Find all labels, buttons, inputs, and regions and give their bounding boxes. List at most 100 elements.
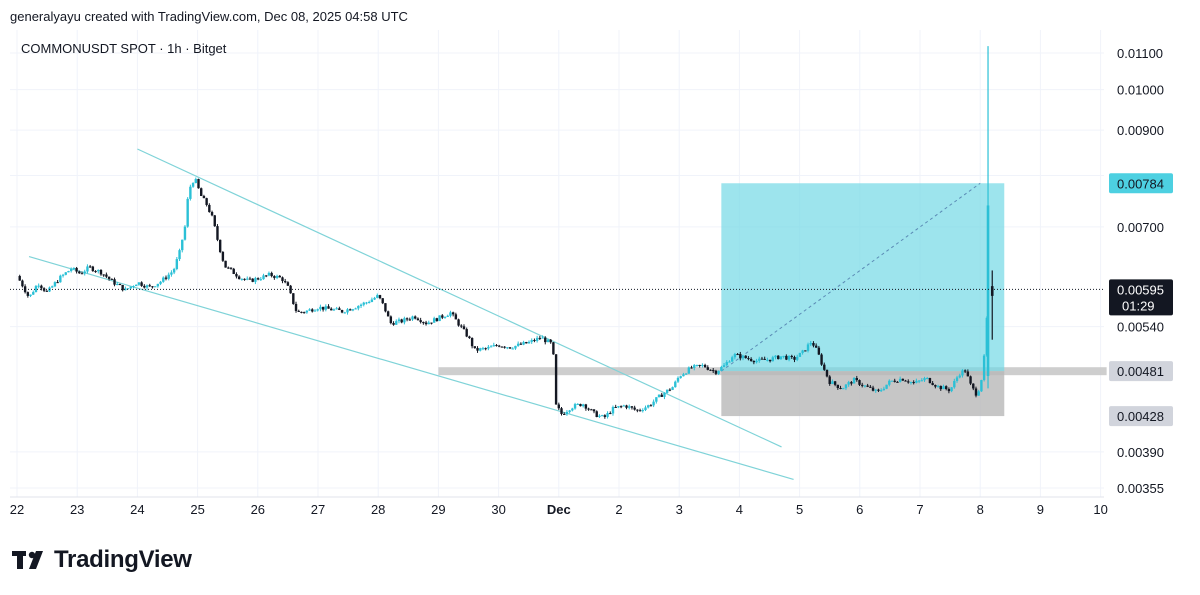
candle-body bbox=[636, 409, 639, 411]
candle bbox=[37, 283, 40, 289]
trendline[interactable] bbox=[28, 255, 794, 481]
candle bbox=[817, 345, 821, 356]
candle bbox=[839, 385, 842, 390]
candle bbox=[625, 404, 628, 410]
candle bbox=[251, 278, 254, 283]
candle-body bbox=[852, 378, 856, 384]
time-axis[interactable]: 22 23 24 25 26 27 28 29 30 Dec 2 3 4 5 6 7 8 9 10 bbox=[10, 502, 1108, 517]
candle bbox=[200, 187, 203, 197]
candle bbox=[446, 314, 449, 317]
candle-body bbox=[749, 358, 753, 361]
price-tick-label: 0.00355 bbox=[1117, 481, 1164, 496]
candle bbox=[476, 346, 479, 353]
candle bbox=[733, 352, 737, 360]
candle-body bbox=[53, 282, 57, 287]
candle-body bbox=[116, 284, 119, 286]
candle-body bbox=[191, 183, 195, 187]
stop-price-label-bg bbox=[1109, 406, 1173, 427]
candle bbox=[403, 316, 406, 325]
candle bbox=[400, 318, 403, 324]
candle-body bbox=[88, 266, 92, 268]
candle-body bbox=[178, 250, 181, 260]
candle bbox=[191, 182, 195, 188]
candle-body bbox=[660, 394, 663, 397]
candle-body bbox=[506, 347, 509, 349]
candle bbox=[863, 385, 867, 388]
time-tick-label: 27 bbox=[311, 502, 325, 517]
candle bbox=[449, 310, 452, 318]
candle bbox=[747, 356, 750, 361]
candle bbox=[327, 304, 330, 309]
candle-body bbox=[977, 391, 980, 396]
candle-body bbox=[381, 298, 384, 304]
candle-body bbox=[544, 337, 547, 343]
candle-body bbox=[243, 278, 246, 280]
price-axis[interactable]: 0.01100 0.01000 0.00900 0.00700 0.00540 0.003… bbox=[1117, 46, 1164, 496]
candle-body bbox=[59, 275, 62, 283]
candle bbox=[321, 306, 325, 312]
candle bbox=[982, 354, 986, 382]
candle-body bbox=[896, 381, 899, 383]
candle-body bbox=[571, 408, 574, 411]
candle bbox=[113, 277, 116, 287]
candle bbox=[487, 345, 490, 351]
tradingview-wordmark: TradingView bbox=[54, 546, 192, 573]
candle-body bbox=[42, 288, 46, 291]
wedge-trendlines[interactable] bbox=[28, 148, 794, 481]
candle bbox=[460, 324, 463, 329]
candle-body bbox=[514, 345, 517, 349]
candle-body bbox=[722, 365, 726, 367]
candle-body bbox=[606, 413, 609, 417]
candle-body bbox=[151, 286, 154, 288]
candle-body bbox=[633, 407, 636, 410]
candle-body bbox=[354, 308, 357, 310]
candle-body bbox=[966, 371, 970, 377]
candle-body bbox=[451, 312, 455, 315]
time-tick-label: 8 bbox=[977, 502, 984, 517]
candle bbox=[790, 354, 793, 359]
candle-body bbox=[273, 276, 276, 278]
candle-body bbox=[617, 406, 620, 408]
candle bbox=[741, 354, 745, 361]
candle-body bbox=[102, 274, 105, 276]
candle bbox=[105, 272, 108, 279]
candle-body bbox=[476, 348, 479, 351]
candle-body bbox=[842, 388, 845, 390]
candle bbox=[246, 276, 249, 281]
candle-body bbox=[944, 386, 948, 390]
candle-body bbox=[690, 367, 693, 369]
candle bbox=[896, 381, 899, 383]
candle bbox=[871, 385, 875, 392]
candle-body bbox=[460, 325, 463, 327]
candle-body bbox=[107, 276, 111, 279]
candle-body bbox=[389, 316, 393, 324]
candle bbox=[850, 381, 853, 386]
candle bbox=[630, 406, 634, 410]
candle-body bbox=[763, 358, 766, 360]
long-position-tool[interactable] bbox=[721, 182, 1005, 417]
candle bbox=[357, 305, 360, 311]
candle bbox=[492, 342, 495, 347]
candle-body bbox=[419, 320, 422, 323]
candle-body bbox=[435, 318, 439, 322]
candle bbox=[118, 283, 122, 286]
candle-body bbox=[370, 299, 374, 302]
candle bbox=[367, 300, 371, 304]
candle-body bbox=[80, 273, 84, 275]
candle bbox=[823, 362, 826, 371]
candle-body bbox=[441, 315, 444, 318]
candle-body bbox=[519, 343, 523, 345]
time-tick-label: 7 bbox=[916, 502, 923, 517]
candle-body bbox=[785, 355, 788, 360]
candle bbox=[652, 399, 655, 408]
candle bbox=[80, 271, 84, 275]
candle bbox=[557, 402, 560, 411]
candle-body bbox=[376, 295, 379, 298]
candle bbox=[674, 380, 677, 388]
candle bbox=[603, 414, 607, 419]
price-chart[interactable]: COMMONUSDT SPOT · 1h · Bitget 0.011000.0… bbox=[0, 0, 1200, 540]
candle bbox=[243, 278, 246, 281]
candle bbox=[969, 375, 972, 386]
trendline[interactable] bbox=[137, 148, 782, 448]
candle-body bbox=[549, 339, 552, 343]
